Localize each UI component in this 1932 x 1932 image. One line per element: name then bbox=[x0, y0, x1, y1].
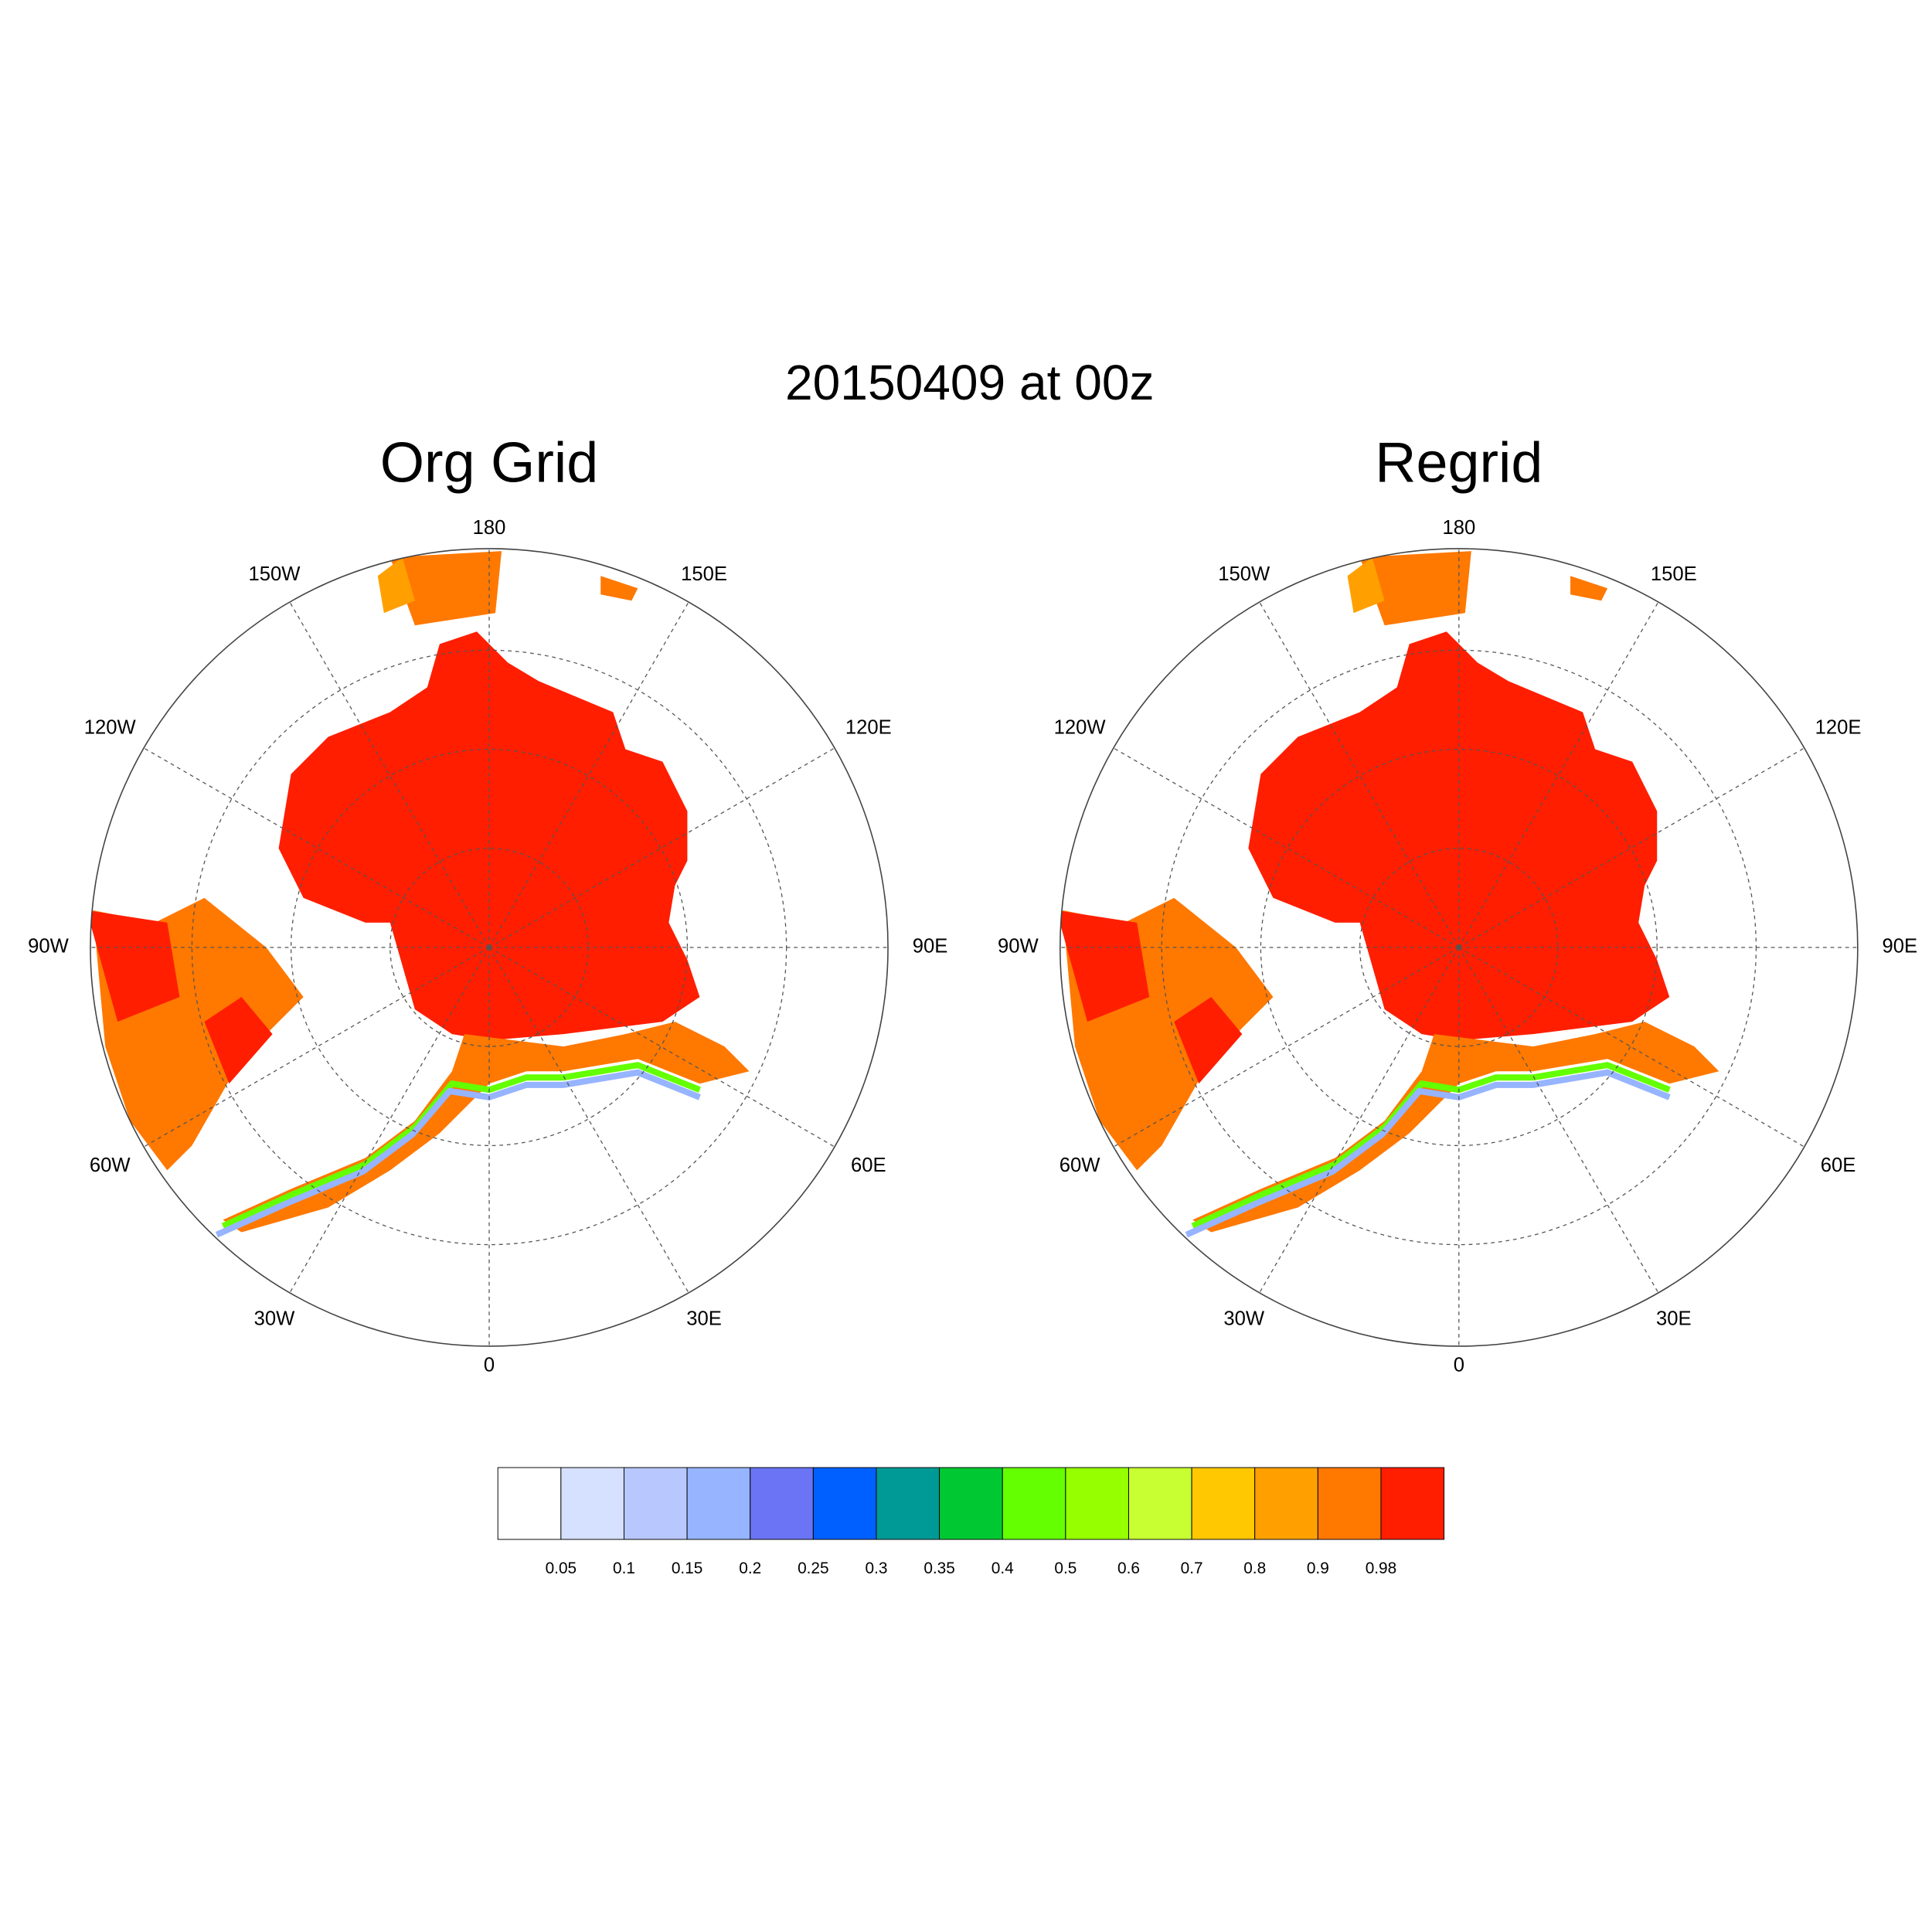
longitude-label: 150E bbox=[681, 563, 727, 585]
latitude-circle bbox=[290, 748, 689, 1147]
longitude-label: 30E bbox=[686, 1308, 722, 1329]
colorbar-label: 0.05 bbox=[546, 1560, 577, 1577]
ice-edge bbox=[1185, 1069, 1671, 1238]
colorbar-box bbox=[1128, 1467, 1192, 1540]
colorbar-label: 0.6 bbox=[1117, 1560, 1140, 1577]
map-border bbox=[1059, 548, 1859, 1347]
colorbar-label: 0.7 bbox=[1181, 1560, 1203, 1577]
panel-title: Org Grid bbox=[380, 430, 599, 495]
ice-field bbox=[1060, 551, 1719, 1238]
longitude-label: 90E bbox=[913, 936, 948, 957]
longitude-label: 60E bbox=[851, 1155, 886, 1176]
longitude-label: 150W bbox=[248, 563, 301, 585]
meridian bbox=[1259, 947, 1460, 1294]
longitude-label: 30E bbox=[1656, 1308, 1692, 1329]
colorbar-box bbox=[1380, 1467, 1445, 1540]
meridian bbox=[289, 947, 490, 1294]
ice-region bbox=[1570, 576, 1608, 601]
longitude-label: 90E bbox=[1883, 936, 1918, 957]
colorbar-box bbox=[560, 1467, 624, 1540]
colorbar-label: 0.8 bbox=[1243, 1560, 1266, 1577]
colorbar-box bbox=[812, 1467, 877, 1540]
colorbar-box bbox=[750, 1467, 814, 1540]
colorbar-label: 0.35 bbox=[923, 1560, 955, 1577]
longitude-label: 120W bbox=[1054, 716, 1107, 738]
longitude-label: 60W bbox=[90, 1155, 131, 1176]
longitude-label: 30W bbox=[1223, 1308, 1265, 1329]
map-panel: Org Grid 0 30E 60E 90E 120E 150E 180 150W 120W 90W… bbox=[28, 430, 947, 1376]
longitude-label: 0 bbox=[1454, 1354, 1464, 1376]
longitude-label: 90W bbox=[998, 936, 1039, 957]
ice-region bbox=[90, 910, 180, 1022]
ice-region bbox=[389, 551, 502, 626]
ice-edge bbox=[215, 1069, 701, 1238]
longitude-label: 180 bbox=[1442, 517, 1475, 539]
longitude-label: 60E bbox=[1821, 1155, 1856, 1176]
ice-edge bbox=[1191, 1062, 1671, 1230]
longitude-label: 0 bbox=[484, 1354, 495, 1376]
ice-region bbox=[377, 557, 415, 614]
colorbar-label: 0.9 bbox=[1307, 1560, 1329, 1577]
map-panel: Regrid 0 30E 60E 90E 120E 150E 180 150W 120W 90W 60… bbox=[998, 430, 1917, 1376]
ice-region bbox=[223, 1022, 750, 1233]
colorbar-box bbox=[623, 1467, 688, 1540]
colorbar-box bbox=[1065, 1467, 1129, 1540]
ice-field bbox=[90, 551, 750, 1238]
ice-region bbox=[1174, 997, 1243, 1084]
colorbar-label: 0.2 bbox=[739, 1560, 761, 1577]
ice-region bbox=[600, 576, 638, 601]
longitude-label: 180 bbox=[473, 517, 506, 539]
colorbar-label: 0.1 bbox=[613, 1560, 635, 1577]
colorbar-label: 0.4 bbox=[992, 1560, 1014, 1577]
longitude-label: 120E bbox=[845, 716, 892, 738]
colorbar-box bbox=[497, 1467, 562, 1540]
ice-region bbox=[1060, 910, 1150, 1022]
map-border bbox=[90, 548, 889, 1347]
colorbar-label: 0.3 bbox=[865, 1560, 887, 1577]
ice-region bbox=[1359, 551, 1471, 626]
ice-region bbox=[1192, 1022, 1719, 1233]
colorbar-box bbox=[686, 1467, 751, 1540]
figure-title: 20150409 at 00z bbox=[785, 355, 1155, 410]
longitude-label: 150W bbox=[1218, 563, 1270, 585]
colorbar-box bbox=[1191, 1467, 1256, 1540]
colorbar-label: 0.15 bbox=[672, 1560, 703, 1577]
longitude-label: 150E bbox=[1651, 563, 1697, 585]
colorbar-box bbox=[876, 1467, 940, 1540]
longitude-label: 60W bbox=[1060, 1155, 1101, 1176]
longitude-label: 30W bbox=[254, 1308, 296, 1329]
ice-edge bbox=[221, 1062, 701, 1230]
colorbar-box bbox=[939, 1467, 1003, 1540]
colorbar-label: 0.98 bbox=[1366, 1560, 1397, 1577]
ice-region bbox=[204, 997, 273, 1084]
colorbar-label: 0.5 bbox=[1054, 1560, 1077, 1577]
colorbar-box bbox=[1254, 1467, 1318, 1540]
colorbar-box bbox=[1002, 1467, 1066, 1540]
longitude-label: 120W bbox=[84, 716, 137, 738]
colorbar: 0.05 0.1 0.15 0.2 0.25 0.3 0.35 0.4 0.5 0.6 0.7 0.8… bbox=[497, 1467, 1445, 1577]
colorbar-box bbox=[1317, 1467, 1382, 1540]
longitude-label: 120E bbox=[1815, 716, 1862, 738]
colorbar-label: 0.25 bbox=[798, 1560, 829, 1577]
ice-region bbox=[1347, 557, 1385, 614]
longitude-label: 90W bbox=[28, 936, 70, 957]
panel-title: Regrid bbox=[1375, 430, 1543, 495]
latitude-circle bbox=[1260, 748, 1658, 1147]
